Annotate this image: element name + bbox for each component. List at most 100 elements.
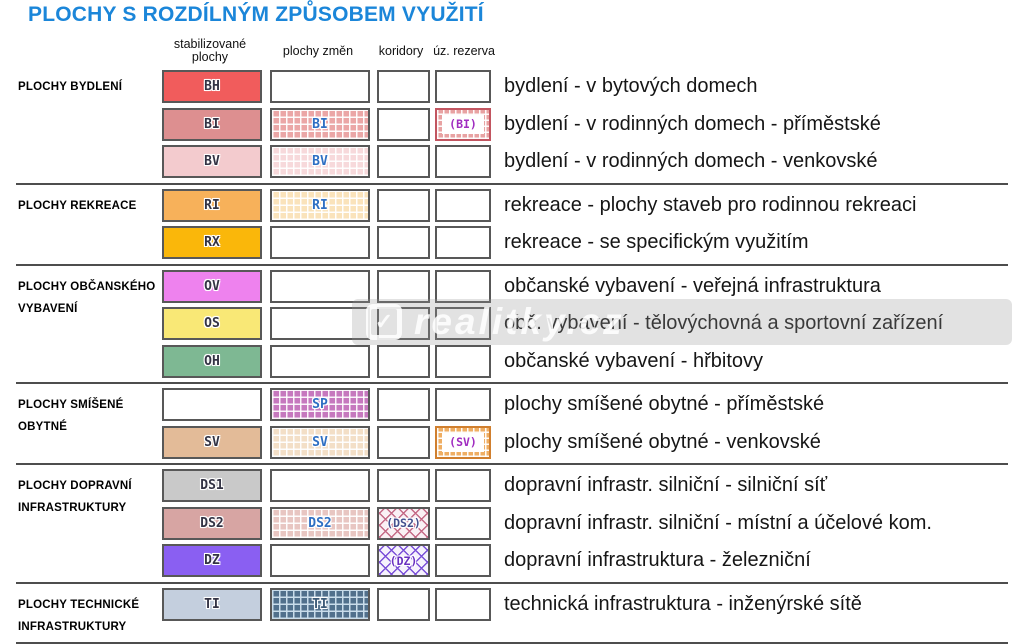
swatch-sv-stab: SV — [162, 425, 262, 459]
swatch-sv-rezerva: (SV) — [435, 425, 491, 459]
legend-group: PLOCHY SMÍŠENÉ OBYTNÉ SP plochy smíšené oby… — [16, 382, 1008, 463]
swatch-code-label: (DS2) — [386, 516, 421, 530]
legend-body: PLOCHY BYDLENÍ BH bydlení - v bytových dom… — [16, 66, 1008, 644]
swatch-sp-koridor — [377, 388, 430, 421]
row-description: bydlení - v bytových domech — [504, 75, 758, 97]
swatch-code-label: OS — [204, 316, 220, 331]
group-label: PLOCHY OBČANSKÉHO VYBAVENÍ — [16, 270, 162, 378]
legend-row-bi: BI BI (BI) bydlení - v rodinných domech - p… — [162, 107, 1008, 141]
legend-row-ds2: DS2 DS2 (DS2) dopravní infrastr. silniční -… — [162, 506, 1008, 540]
swatch-code-label: SV — [312, 434, 328, 450]
swatch-bv-rezerva — [435, 145, 491, 178]
swatch-code-label: DZ — [204, 553, 220, 568]
swatch-ds2-stab: DS2 — [162, 506, 262, 540]
legend-row-ov: OV občanské vybavení - veřejná infrastruk… — [162, 269, 1008, 303]
row-description: bydlení - v rodinných domech - venkovské — [504, 150, 878, 172]
swatch-os-zmeny — [270, 307, 370, 340]
row-description: občanské vybavení - hřbitovy — [504, 349, 764, 372]
swatch-code-label: DS2 — [308, 515, 332, 531]
swatch-bi-koridor — [377, 107, 430, 141]
swatch-code-label: BI — [204, 116, 220, 132]
swatch-ti-rezerva — [435, 587, 491, 621]
swatch-bh-koridor — [377, 70, 430, 103]
swatch-ri-koridor — [377, 188, 430, 222]
column-header-stabilized: stabilizované plochy — [173, 37, 247, 64]
swatch-rx-rezerva — [435, 226, 491, 259]
swatch-bi-rezerva: (BI) — [435, 107, 491, 141]
legend-row-rx: RX rekreace - se specifickým využitím — [162, 226, 1008, 259]
row-description: obč. vybavení - tělovýchovná a sportovní… — [504, 312, 944, 334]
swatch-ds2-zmeny: DS2 — [270, 506, 370, 540]
swatch-dz-rezerva — [435, 544, 491, 577]
swatch-ri-rezerva — [435, 188, 491, 222]
swatch-ri-stab: RI — [162, 188, 262, 222]
legend-group: PLOCHY TECHNICKÉ INFRASTRUKTURY TI TI techni… — [16, 581, 1008, 643]
swatch-bh-rezerva — [435, 70, 491, 103]
swatch-ds1-koridor — [377, 469, 430, 502]
swatch-dz-zmeny — [270, 544, 370, 577]
legend-group: PLOCHY REKREACE RI RI rekreace - plochy sta… — [16, 182, 1008, 264]
swatch-ds2-koridor: (DS2) — [377, 506, 430, 540]
legend-row-os: OS obč. vybavení - tělovýchovná a sportov… — [162, 307, 1008, 340]
row-description: plochy smíšené obytné - venkovské — [504, 430, 821, 453]
legend-row-ti: TI TI technická infrastruktura - inženýrsk… — [162, 587, 1008, 621]
swatch-code-label: TI — [204, 596, 220, 612]
swatch-sp-zmeny: SP — [270, 388, 370, 421]
legend-group: PLOCHY BYDLENÍ BH bydlení - v bytových dom… — [16, 66, 1008, 183]
group-label-line: PLOCHY OBČANSKÉHO — [18, 280, 156, 293]
row-description: rekreace - plochy staveb pro rodinnou re… — [504, 193, 917, 216]
swatch-code-label: DS1 — [200, 478, 224, 493]
swatch-code-label: RI — [312, 197, 328, 213]
group-label-line: PLOCHY SMÍŠENÉ — [18, 399, 124, 411]
swatch-os-koridor — [377, 307, 430, 340]
column-header-changes: plochy změn — [282, 44, 354, 58]
swatch-ti-koridor — [377, 587, 430, 621]
swatch-os-stab: OS — [162, 307, 262, 340]
group-label: PLOCHY SMÍŠENÉ OBYTNÉ — [16, 388, 162, 459]
group-rows: BH bydlení - v bytových domech BI BI (BI) byd… — [162, 70, 1008, 178]
swatch-bh-stab: BH — [162, 70, 262, 103]
swatch-sp-rezerva — [435, 388, 491, 421]
swatch-oh-stab: OH — [162, 344, 262, 378]
swatch-code-label: BI — [312, 116, 328, 132]
swatch-code-label: (DZ) — [389, 553, 418, 568]
group-label-line: VYBAVENÍ — [18, 302, 78, 315]
swatch-sp-stab — [162, 388, 262, 421]
row-description: dopravní infrastruktura - železniční — [504, 549, 811, 571]
swatch-code-label: (BI) — [449, 117, 477, 131]
swatch-code-label: OV — [204, 278, 220, 294]
legend-row-sp: SP plochy smíšené obytné - příměstské — [162, 388, 1008, 421]
swatch-code-label: BV — [204, 154, 220, 169]
swatch-ds1-zmeny — [270, 469, 370, 502]
reserve-frame-inner: (SV) — [442, 432, 484, 452]
column-header-reserve: úz. rezerva — [433, 44, 495, 58]
group-label-line: PLOCHY DOPRAVNÍ — [18, 480, 132, 492]
swatch-code-label: TI — [312, 596, 328, 612]
swatch-code-label: DS2 — [200, 515, 224, 531]
group-rows: OV občanské vybavení - veřejná infrastruk… — [162, 269, 1008, 378]
swatch-dz-koridor: (DZ) — [377, 544, 430, 577]
swatch-bv-stab: BV — [162, 145, 262, 178]
group-label-line: INFRASTRUKTURY — [18, 620, 127, 633]
group-label: PLOCHY BYDLENÍ — [16, 70, 162, 178]
swatch-code-label: (SV) — [449, 435, 477, 449]
group-label: PLOCHY REKREACE — [16, 189, 162, 260]
legend-row-ds1: DS1 dopravní infrastr. silniční - silničn… — [162, 469, 1008, 502]
legend-group: PLOCHY DOPRAVNÍ INFRASTRUKTURY DS1 dopravní… — [16, 463, 1008, 582]
swatch-code-label: BV — [312, 154, 328, 169]
swatch-code-label: RI — [204, 197, 220, 213]
swatch-code-label: RX — [204, 235, 220, 250]
group-rows: TI TI technická infrastruktura - inženýrsk… — [162, 587, 1008, 638]
swatch-oh-koridor — [377, 344, 430, 378]
swatch-bi-stab: BI — [162, 107, 262, 141]
row-description: dopravní infrastr. silniční - silniční s… — [504, 474, 828, 496]
legend-row-bv: BV BV bydlení - v rodinných domech - venko… — [162, 145, 1008, 178]
swatch-bi-zmeny: BI — [270, 107, 370, 141]
swatch-ds1-rezerva — [435, 469, 491, 502]
row-description: plochy smíšené obytné - příměstské — [504, 393, 825, 415]
swatch-sv-zmeny: SV — [270, 425, 370, 459]
row-description: bydlení - v rodinných domech - příměstsk… — [504, 112, 881, 135]
swatch-ov-zmeny — [270, 269, 370, 303]
swatch-rx-zmeny — [270, 226, 370, 259]
group-label-line: PLOCHY BYDLENÍ — [18, 81, 123, 93]
